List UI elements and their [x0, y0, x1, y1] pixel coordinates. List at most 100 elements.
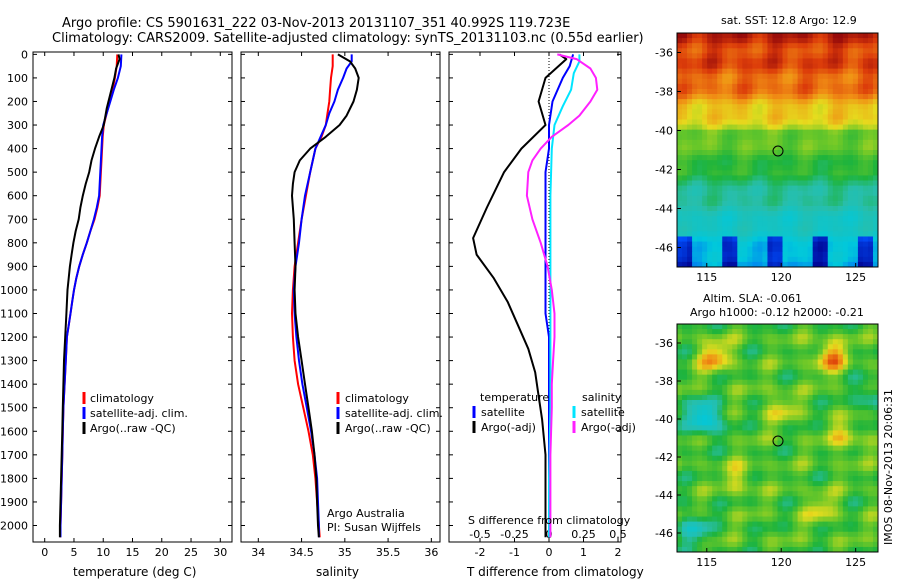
sla-cell [702, 501, 708, 507]
sst-cell [827, 190, 834, 197]
sst-cell [732, 144, 738, 151]
sst-cell [787, 195, 793, 202]
sst-cell [747, 63, 753, 70]
sla-cell [817, 496, 824, 502]
sst-cell [697, 134, 703, 141]
sla-cell [822, 379, 829, 386]
sst-cell [682, 170, 688, 176]
sla-cell [702, 445, 708, 452]
sla-cell [817, 425, 824, 431]
sla-cell [737, 410, 743, 416]
sla-cell [792, 389, 799, 396]
sla-cell [847, 476, 854, 482]
sst-cell [772, 165, 778, 171]
sst-cell [767, 33, 773, 39]
sst-cell [867, 144, 874, 151]
sla-cell [742, 369, 748, 376]
sla-cell [677, 364, 683, 370]
sla-cell [772, 359, 778, 365]
sst-cell [817, 195, 824, 202]
sst-cell [677, 43, 683, 49]
legend-title-temperature: temperature [480, 391, 549, 404]
sla-cell [692, 496, 698, 502]
sla-cell [837, 339, 844, 345]
sst-cell [797, 211, 804, 217]
sst-cell [692, 211, 698, 217]
sst-cell [797, 190, 804, 197]
sst-cell [817, 205, 824, 212]
sla-cell [832, 425, 839, 431]
sst-cell [687, 94, 693, 100]
sst-cell [757, 160, 763, 166]
sla-cell [752, 349, 758, 355]
sst-cell [842, 104, 849, 110]
sla-cell [747, 526, 753, 533]
sla-cell [707, 354, 713, 360]
sla-cell [692, 486, 698, 492]
sst-cell [827, 129, 834, 136]
sla-cell [827, 394, 834, 401]
sla-cell [742, 440, 748, 446]
sla-cell [852, 329, 859, 335]
sst-cell [807, 261, 814, 268]
sst-cell [862, 205, 869, 212]
sla-cell [757, 481, 763, 487]
sla-cell [852, 511, 859, 517]
sst-cell [857, 104, 864, 110]
sst-cell [677, 170, 683, 176]
sst-cell [757, 48, 763, 54]
sst-cell [677, 33, 683, 39]
sla-cell [807, 541, 814, 548]
sst-cell [832, 200, 839, 207]
sst-cell [762, 195, 768, 202]
sst-cell [682, 246, 688, 253]
sla-cell [832, 349, 839, 355]
sst-cell [677, 139, 683, 146]
sst-cell [712, 114, 718, 120]
sla-cell [692, 531, 698, 538]
sst-cell [742, 261, 748, 268]
map-lon-tick-label: 125 [845, 271, 866, 284]
sst-cell [687, 205, 693, 212]
sst-cell [792, 114, 799, 120]
sla-cell [827, 460, 834, 467]
sst-cell [862, 216, 869, 222]
sst-cell [832, 205, 839, 212]
sst-cell [722, 226, 728, 232]
sst-cell [782, 139, 788, 146]
sla-cell [872, 329, 879, 335]
sla-cell [822, 324, 829, 330]
sst-cell [842, 236, 849, 242]
sst-cell [702, 119, 708, 125]
sla-cell [757, 349, 763, 355]
sla-cell [712, 531, 718, 538]
sla-cell [702, 344, 708, 350]
sst-cell [842, 185, 849, 192]
sst-cell [802, 33, 809, 39]
map-lat-tick-label: -36 [655, 47, 673, 60]
sla-cell [842, 435, 849, 441]
sst-cell [867, 129, 874, 136]
sst-cell [732, 109, 738, 115]
sla-cell [732, 394, 738, 401]
sst-cell [737, 155, 743, 161]
sla-cell [757, 379, 763, 386]
sla-cell [817, 470, 824, 477]
sla-cell [682, 420, 688, 426]
sla-cell [737, 364, 743, 370]
sst-cell [867, 180, 874, 187]
sla-cell [747, 329, 753, 335]
sst-cell [722, 68, 728, 75]
sla-cell [842, 405, 849, 411]
sla-cell [787, 450, 793, 457]
sst-cell [757, 104, 763, 110]
sst-cell [702, 251, 708, 258]
sla-cell [692, 379, 698, 386]
sla-cell [832, 410, 839, 416]
sla-cell [737, 349, 743, 355]
sst-cell [727, 170, 733, 176]
sst-cell [847, 73, 854, 80]
sla-cell [727, 349, 733, 355]
sst-cell [817, 246, 824, 253]
sla-cell [832, 389, 839, 396]
